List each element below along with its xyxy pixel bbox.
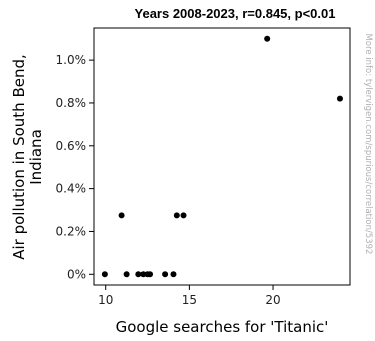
data-point: [147, 271, 154, 278]
y-axis: 0% 0.2% 0.4% 0.6% 0.8% 1.0%: [56, 53, 94, 281]
chart-title: Years 2008-2023, r=0.845, p<0.01: [135, 6, 336, 21]
watermark-text: More info: tylervigen.com/spurious/corre…: [363, 34, 373, 255]
data-point: [162, 271, 169, 278]
y-tick-label: 1.0%: [56, 53, 87, 67]
scatter-points: [101, 35, 343, 278]
data-point: [118, 212, 125, 219]
data-point: [180, 212, 187, 219]
x-axis-label: Google searches for 'Titanic': [116, 318, 329, 336]
data-point: [173, 212, 180, 219]
data-point: [101, 271, 108, 278]
y-tick-label: 0.4%: [56, 182, 87, 196]
data-point: [264, 35, 271, 42]
data-point: [170, 271, 177, 278]
y-axis-label-line-2: Indiana: [27, 129, 45, 185]
y-tick-label: 0.2%: [56, 224, 87, 238]
x-tick-label: 10: [98, 293, 113, 307]
x-tick-label: 20: [265, 293, 280, 307]
y-tick-label: 0.8%: [56, 96, 87, 110]
data-point: [140, 271, 147, 278]
data-point: [135, 271, 142, 278]
y-axis-label-line-1: Air pollution in South Bend,: [10, 54, 28, 260]
x-tick-label: 15: [182, 293, 197, 307]
y-axis-label: Air pollution in South Bend, Indiana: [10, 54, 45, 260]
plot-frame: [93, 27, 351, 286]
data-point: [123, 271, 130, 278]
watermark: More info: tylervigen.com/spurious/corre…: [363, 34, 373, 255]
y-tick-label: 0.6%: [56, 139, 87, 153]
x-axis: 10 15 20: [98, 285, 281, 307]
y-tick-label: 0%: [67, 267, 86, 281]
data-point: [336, 95, 343, 102]
